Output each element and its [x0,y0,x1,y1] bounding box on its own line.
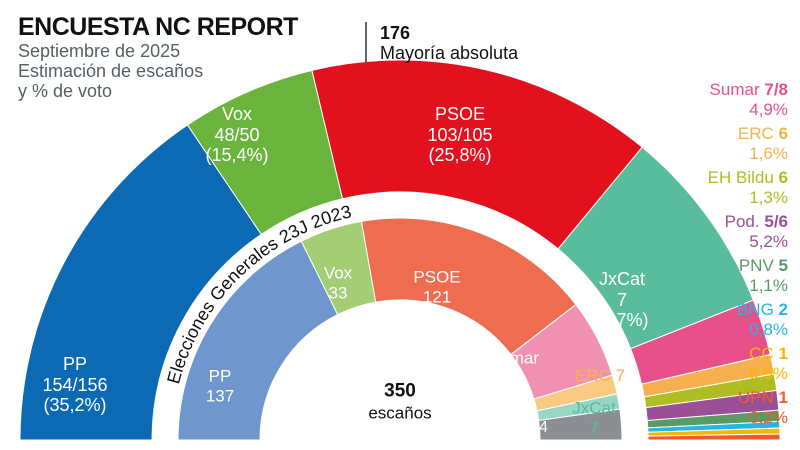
label-text: CC [749,344,774,363]
label-text: 0,2% [749,407,788,427]
subtitle-desc2: y % de voto [18,81,113,101]
label-text: 154/156 [42,374,108,395]
label-inner-resto: Resto 14 [484,419,548,437]
label-text: 14 [530,418,549,436]
label-text: PP [62,353,88,374]
label-inner-psoe: PSOE 121 [413,267,460,306]
label-inner-jxcat: JxCat 7 [572,398,615,437]
label-text: UPN [737,388,774,407]
label-text: 0,8% [749,319,788,339]
majority-value: 176 [380,23,411,43]
label-inner-sumar: Sumar 31 [489,348,539,387]
label-text: Resto [483,418,526,436]
label-text: 6 [778,168,788,187]
label-text: 1,6% [749,143,788,163]
label-text: 2 [778,300,788,319]
label-text: ERC [574,366,611,386]
legend-bng: BNG 2 0,8% [737,300,788,339]
label-text: PP [208,366,232,386]
label-text: 121 [422,287,452,306]
label-text: PNV [738,256,774,275]
label-text: EH Bildu [707,168,774,187]
label-text: BNG [736,300,774,319]
label-text: Pod. [724,212,760,231]
legend-upn: UPN 1 0,2% [738,388,788,427]
seg-resto [538,408,623,441]
label-outer-pp: PP 154/156 (35,2%) [42,353,108,416]
label-text: ERC [737,124,774,143]
label-text: 7 [589,418,599,437]
label-text: 0,5% [749,363,788,383]
inner-ring-2023 [177,217,623,441]
label-outer-vox: Vox 48/50 (15,4%) [205,103,269,166]
label-text: PSOE [413,267,461,287]
label-text: Vox [323,263,353,283]
label-text: 1 [778,388,788,407]
outer-ring-2025 [19,59,781,441]
subtitle-date: Septiembre de 2025 [18,41,181,61]
label-text: 1,7% [601,310,643,331]
label-text: 1,3% [749,187,788,207]
seg-upn [647,433,781,441]
label-text: 31 [504,368,524,387]
label-inner-vox: Vox 33 [324,263,352,302]
total-seats: 350 escaños [368,381,431,424]
label-text: 5/6 [764,212,788,231]
label-text: 15,4% [211,145,263,166]
label-text: 1,1% [749,275,788,295]
total-label: escaños [368,403,432,423]
majority-label: 176 Mayoría absoluta [380,23,519,64]
label-text: 5 [778,256,788,275]
legend-pnv: PNV 5 1,1% [739,256,788,295]
label-outer-jxcat: JxCat 7 (1,7%) [595,268,649,331]
label-text: 103/105 [427,124,493,145]
label-text: Vox [221,103,253,124]
legend-sumar: Sumar 7/8 4,9% [710,80,788,119]
label-text: 137 [205,386,235,405]
label-text: JxCat [598,268,645,289]
label-text: 4,9% [749,99,788,119]
subtitle-desc: Estimación de escaños [18,61,204,81]
legend-cc: CC 1 0,5% [749,344,788,383]
chart-title: ENCUESTA NC REPORT [18,13,298,41]
label-text: 6 [778,124,788,143]
label-text: 7/8 [764,80,788,99]
label-text: 33 [328,283,348,302]
legend-ehbildu: EH Bildu 6 1,3% [708,168,788,207]
label-text: 25,8% [434,145,486,166]
label-text: 48/50 [214,124,260,145]
label-text: Sumar [709,80,760,99]
label-text: 7 [616,289,627,310]
majority-text: Mayoría absoluta [380,42,519,63]
label-text: 7 [615,366,626,386]
label-text: 35,2% [49,395,101,416]
label-text: PSOE [434,103,486,124]
legend-pod: Pod. 5/6 5,2% [725,212,788,251]
label-text: 1 [778,344,788,363]
label-text: JxCat [572,398,616,418]
label-inner-pp: PP 137 [206,366,234,405]
legend-erc: ERC 6 1,6% [738,124,788,163]
label-text: Sumar [488,348,540,368]
label-inner-erc: ERC 7 [575,366,625,386]
total-value: 350 [384,380,416,402]
label-outer-psoe: PSOE 103/105 (25,8%) [427,103,493,166]
label-text: 5,2% [749,231,788,251]
